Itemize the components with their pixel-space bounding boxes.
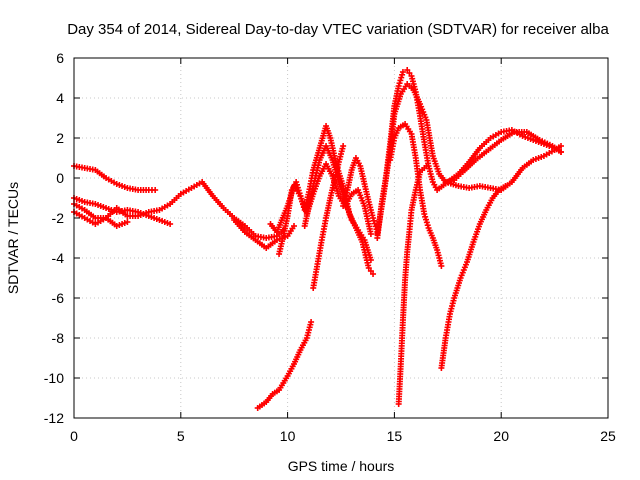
- x-tick-label: 10: [280, 428, 296, 444]
- data-point: [367, 257, 374, 263]
- y-tick-label: -10: [44, 370, 64, 386]
- y-axis-label: SDTVAR / TECUs: [5, 182, 21, 294]
- data-point: [395, 83, 402, 89]
- data-point: [367, 231, 374, 237]
- data-marks: [71, 67, 565, 411]
- y-tick-label: -12: [44, 410, 64, 426]
- x-tick-label: 20: [493, 428, 509, 444]
- y-tick-label: -2: [52, 210, 65, 226]
- data-point-fill: [399, 71, 406, 78]
- data-point: [558, 149, 565, 155]
- x-tick-label: 25: [600, 428, 616, 444]
- data-point: [167, 221, 174, 227]
- grid: [74, 58, 608, 418]
- data-point: [558, 143, 565, 149]
- data-point-fill: [397, 77, 404, 84]
- y-tick-label: 2: [56, 130, 64, 146]
- data-point: [370, 271, 377, 277]
- data-point: [340, 143, 347, 149]
- data-point: [374, 229, 381, 235]
- data-point: [438, 263, 445, 269]
- x-tick-label: 0: [70, 428, 78, 444]
- data-point: [399, 69, 406, 75]
- x-axis-label: GPS time / hours: [288, 458, 395, 474]
- y-tick-label: 0: [56, 170, 64, 186]
- chart-title: Day 354 of 2014, Sidereal Day-to-day VTE…: [67, 21, 609, 38]
- x-tick-label: 15: [387, 428, 403, 444]
- data-point: [423, 163, 430, 169]
- y-tick-label: 6: [56, 50, 64, 66]
- y-tick-label: -8: [52, 330, 65, 346]
- data-point: [124, 219, 131, 225]
- y-tick-label: 4: [56, 90, 64, 106]
- y-tick-label: -6: [52, 290, 65, 306]
- y-tick-label: -4: [52, 250, 65, 266]
- data-point: [152, 187, 159, 193]
- data-point: [502, 183, 509, 189]
- data-point: [291, 223, 298, 229]
- axis-ticks: 0 5 10 15 20 25 -12 -10 -8 -6 -4 -2 0 2 4 6: [44, 50, 616, 444]
- plot-frame: [73, 57, 609, 419]
- data-point: [308, 319, 315, 325]
- x-tick-label: 5: [177, 428, 185, 444]
